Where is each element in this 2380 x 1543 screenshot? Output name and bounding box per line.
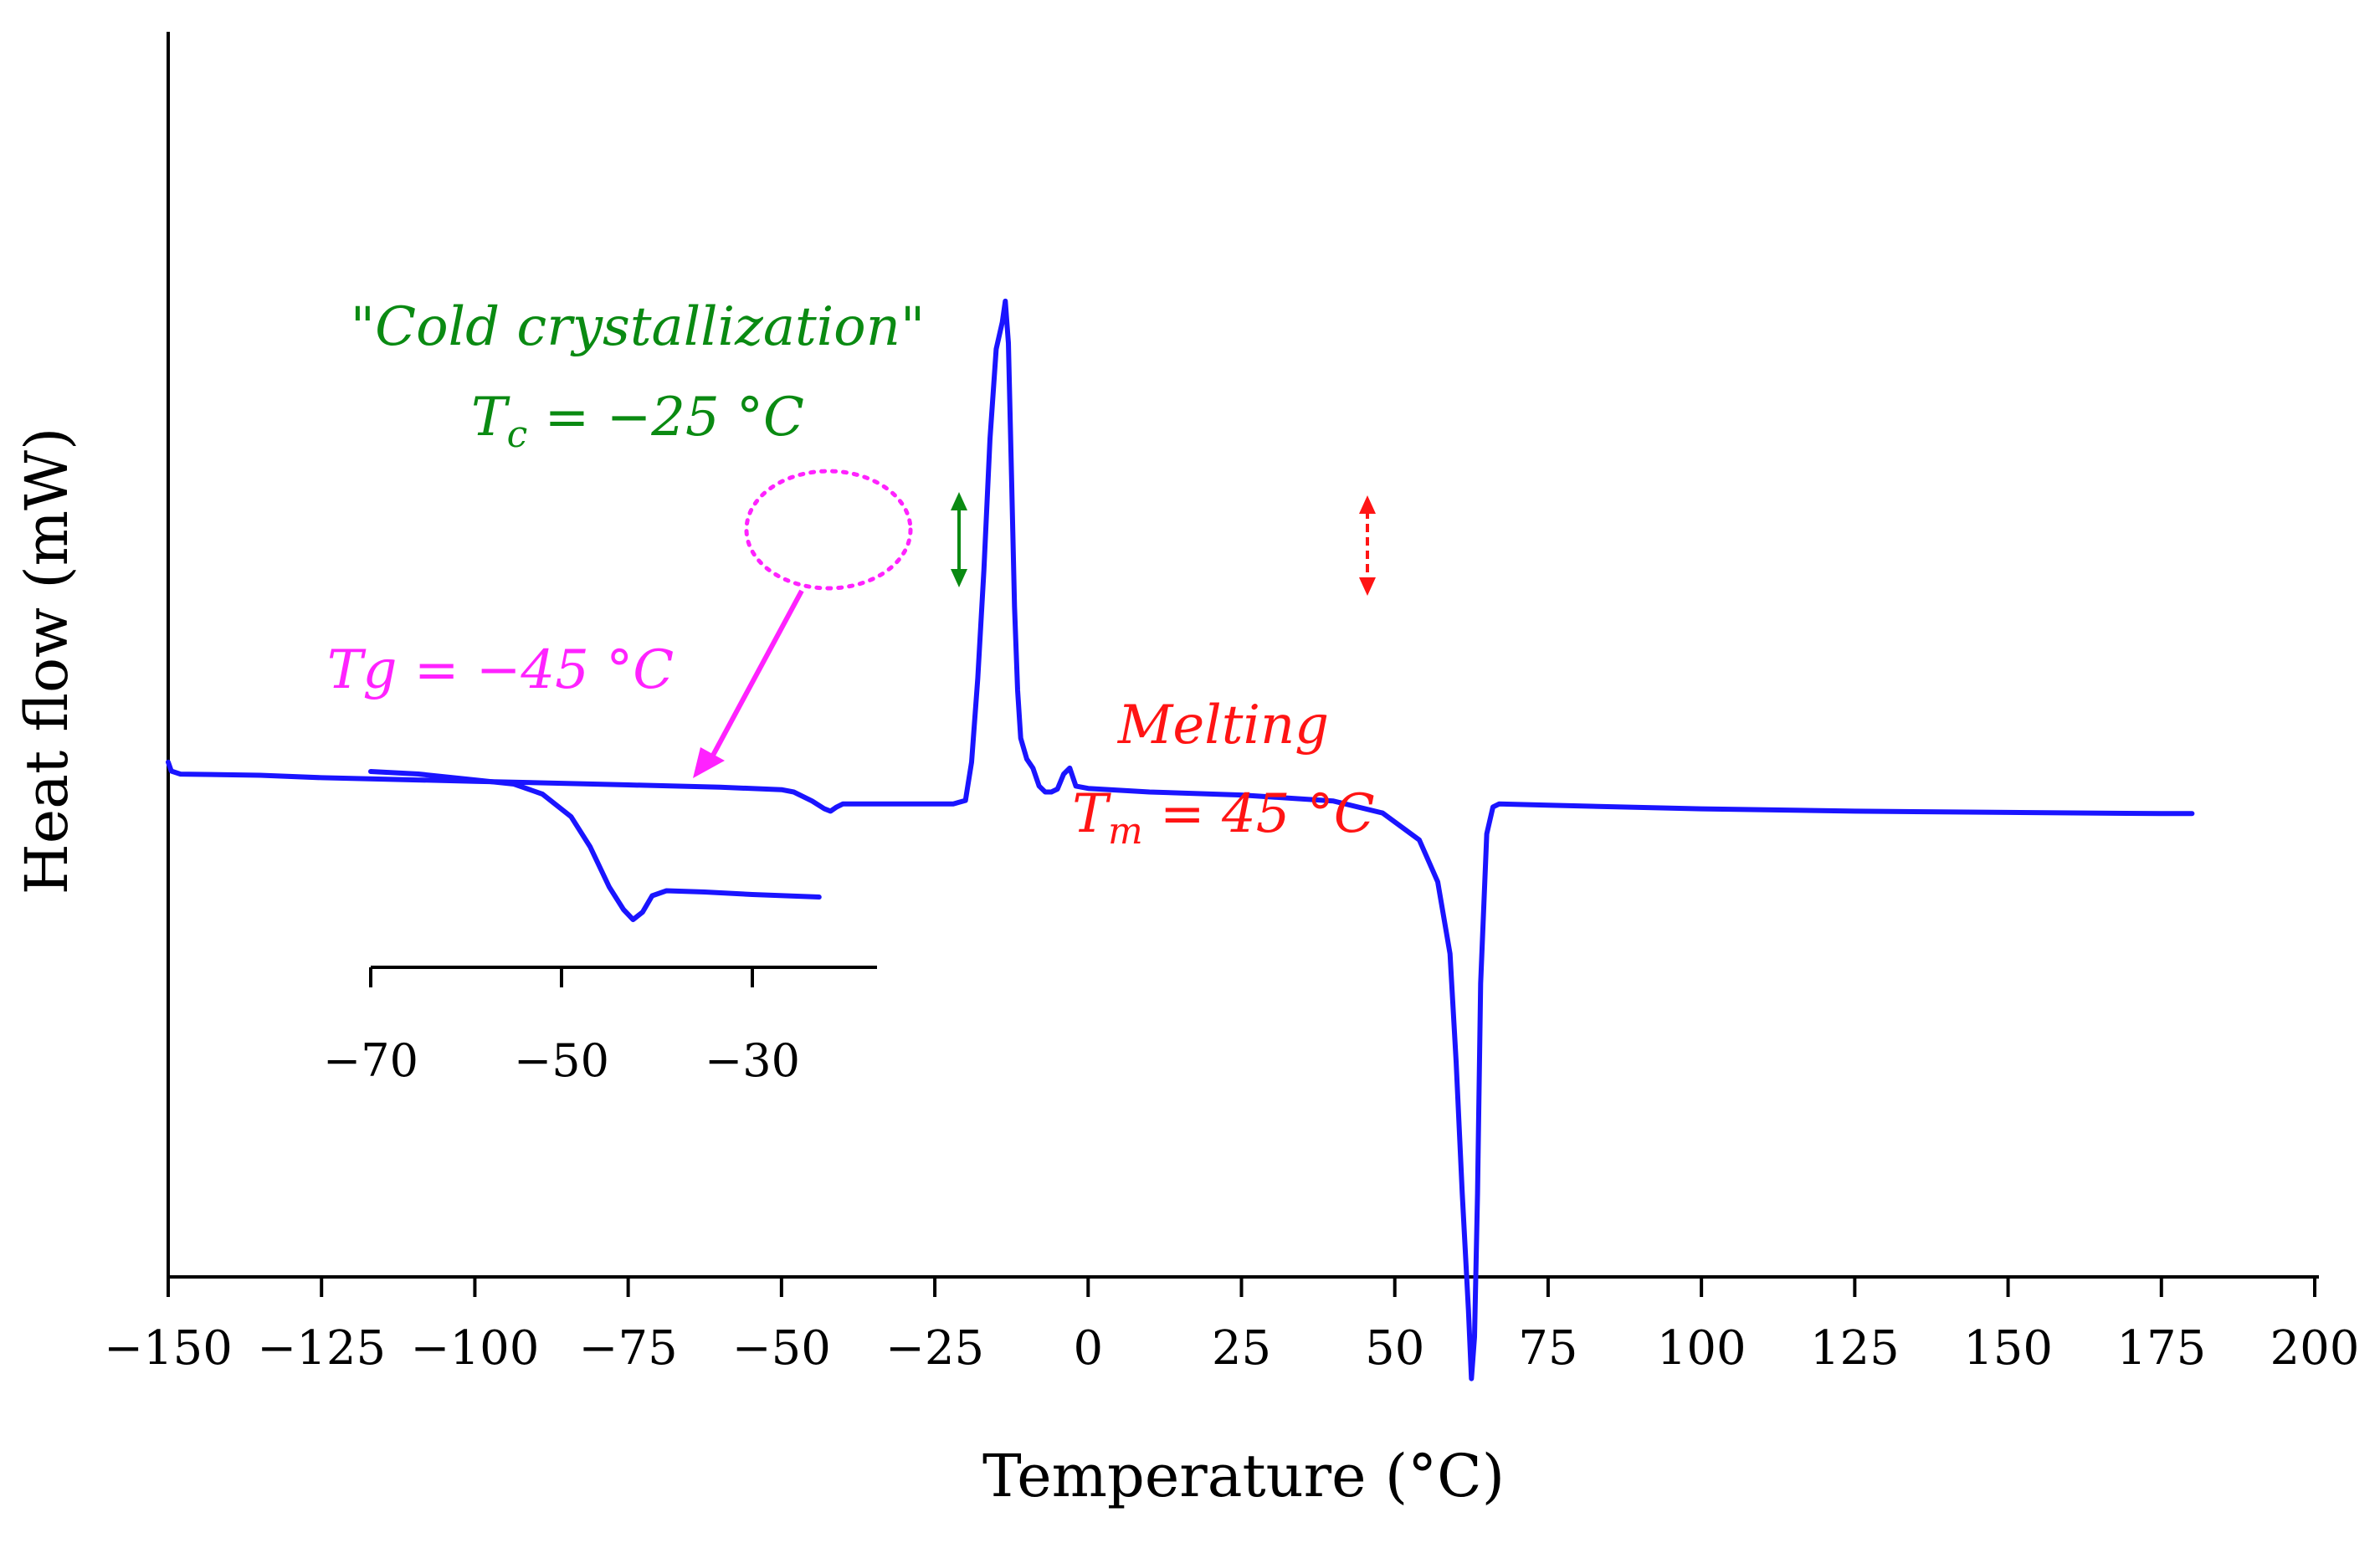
dsc-curve	[166, 298, 2195, 1382]
x-tick-label: 0	[1073, 1321, 1103, 1376]
x-tick-label: −75	[579, 1321, 678, 1376]
tg-highlight-circle	[744, 469, 913, 591]
x-tick-label: −125	[257, 1321, 386, 1376]
x-tick-label: −100	[411, 1321, 540, 1376]
red-arrow-up	[1359, 495, 1376, 514]
inset-curve	[368, 769, 822, 922]
tg-pointer-arrow	[707, 589, 804, 763]
melting-onset-marker	[1359, 495, 1376, 596]
inset-tick-label: −30	[705, 1034, 800, 1087]
tg-label: Tg = −45 °C	[327, 639, 674, 701]
x-tick-label: 150	[1963, 1321, 2053, 1376]
x-tick-label: −50	[732, 1321, 831, 1376]
x-tick-label: 25	[1212, 1321, 1271, 1376]
x-tick-label: −150	[104, 1321, 233, 1376]
tc-label: Tc = −25 °C	[471, 387, 804, 456]
inset-tick-label: −50	[514, 1034, 609, 1087]
x-tick-label: 100	[1657, 1321, 1747, 1376]
x-ticks	[167, 1277, 2316, 1297]
cold-crystallization-label: "Cold crystallization"	[351, 296, 926, 358]
x-tick-label: 50	[1365, 1321, 1424, 1376]
x-axis-title: Temperature (°C)	[982, 1442, 1505, 1510]
x-tick-label: 200	[2270, 1321, 2360, 1376]
melting-label: Melting	[1117, 695, 1329, 756]
inset-tick-label: −70	[323, 1034, 418, 1087]
red-arrow-down	[1359, 577, 1376, 596]
x-tick-label: 125	[1810, 1321, 1900, 1376]
inset-ticks	[369, 967, 754, 987]
green-arrow-up	[951, 492, 967, 510]
cold-crystallization-marker	[951, 492, 967, 587]
x-tick-labels: −150 −125 −100 −75 −50 −25 0 25 50 75 100 125 150 175…	[104, 1321, 2359, 1376]
green-arrow-down	[951, 569, 967, 587]
inset-tick-labels: −70 −50 −30	[323, 1034, 800, 1087]
tg-pointer-arrowhead	[693, 747, 725, 778]
y-axis-title: Heat flow (mW)	[13, 428, 81, 895]
tm-label: Tm = 45 °C	[1072, 783, 1374, 853]
x-tick-label: −25	[885, 1321, 984, 1376]
x-tick-label: 75	[1518, 1321, 1577, 1376]
x-tick-label: 175	[2116, 1321, 2206, 1376]
tg-inset: −70 −50 −30	[323, 769, 877, 1087]
